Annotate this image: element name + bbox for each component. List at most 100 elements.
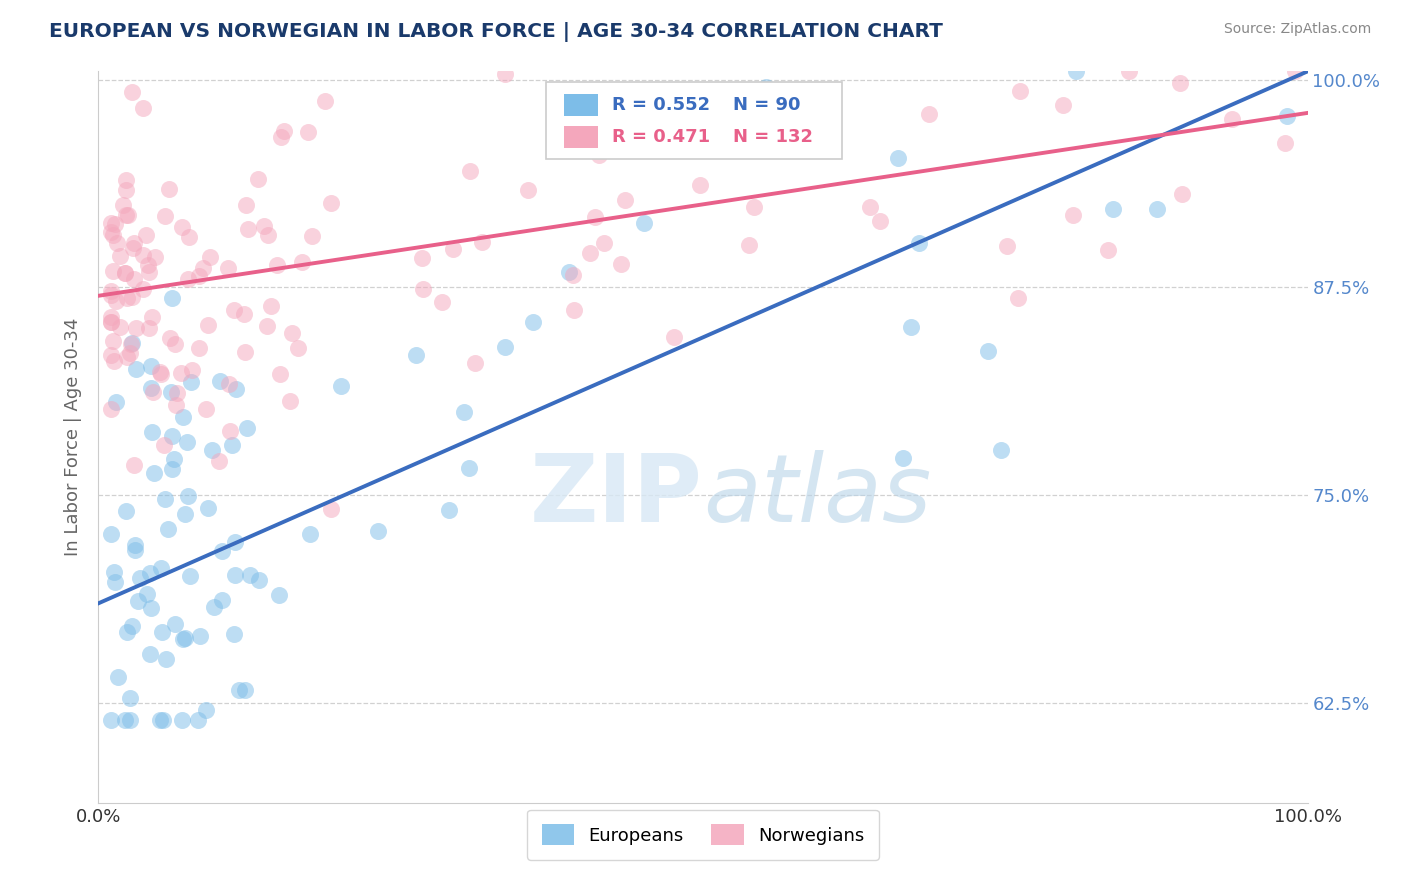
Point: [115, 351, 138, 365]
Point: [744, 201, 766, 215]
Point: [159, 330, 181, 344]
Point: [121, 618, 143, 632]
Point: [120, 337, 142, 351]
Point: [166, 386, 188, 401]
Point: [494, 67, 516, 81]
Point: [235, 198, 257, 212]
FancyBboxPatch shape: [546, 82, 842, 159]
Point: [211, 544, 233, 558]
Point: [148, 366, 170, 380]
Point: [494, 340, 516, 354]
Point: [907, 236, 929, 251]
Point: [115, 291, 138, 305]
Point: [179, 568, 201, 582]
Point: [157, 182, 180, 196]
Point: [114, 267, 136, 281]
Point: [149, 560, 172, 574]
Point: [103, 566, 125, 580]
Point: [411, 252, 433, 266]
Point: [266, 258, 288, 272]
Point: [269, 368, 291, 382]
Legend: Europeans, Norwegians: Europeans, Norwegians: [527, 810, 879, 860]
Point: [301, 229, 323, 244]
Point: [170, 220, 193, 235]
Point: [664, 330, 686, 344]
Point: [579, 245, 602, 260]
Point: [114, 266, 136, 280]
Point: [100, 402, 122, 417]
Point: [100, 315, 122, 329]
Point: [187, 341, 209, 355]
Point: [124, 321, 146, 335]
Point: [124, 538, 146, 552]
Point: [238, 221, 260, 235]
Text: N = 132: N = 132: [734, 128, 813, 146]
Point: [280, 326, 302, 340]
Point: [149, 713, 172, 727]
Point: [100, 348, 122, 362]
Point: [194, 401, 217, 416]
Point: [173, 631, 195, 645]
Point: [405, 348, 427, 362]
Point: [143, 250, 166, 264]
Point: [170, 713, 193, 727]
Point: [174, 507, 197, 521]
Point: [516, 183, 538, 197]
Point: [104, 395, 127, 409]
Point: [163, 452, 186, 467]
Text: EUROPEAN VS NORWEGIAN IN LABOR FORCE | AGE 30-34 CORRELATION CHART: EUROPEAN VS NORWEGIAN IN LABOR FORCE | A…: [49, 22, 943, 42]
Point: [169, 366, 191, 380]
Point: [139, 600, 162, 615]
Point: [160, 384, 183, 399]
Point: [105, 294, 128, 309]
Point: [111, 197, 134, 211]
Point: [453, 405, 475, 419]
Point: [143, 466, 166, 480]
Point: [114, 713, 136, 727]
Point: [152, 713, 174, 727]
Point: [141, 425, 163, 439]
Point: [239, 568, 262, 582]
Point: [1168, 76, 1191, 90]
Point: [224, 535, 246, 549]
Point: [132, 101, 155, 115]
Point: [458, 164, 481, 178]
Point: [233, 344, 256, 359]
Point: [100, 284, 122, 298]
Point: [990, 442, 1012, 457]
Point: [246, 172, 269, 186]
Point: [180, 375, 202, 389]
Point: [180, 363, 202, 377]
Point: [211, 593, 233, 607]
Point: [221, 438, 243, 452]
Point: [217, 261, 239, 276]
FancyBboxPatch shape: [564, 94, 598, 116]
Text: R = 0.552: R = 0.552: [613, 96, 710, 114]
Point: [1102, 202, 1125, 216]
Point: [1220, 112, 1243, 127]
Point: [150, 624, 173, 639]
Point: [218, 377, 240, 392]
Point: [977, 344, 1000, 359]
Point: [124, 543, 146, 558]
Point: [115, 504, 138, 518]
Point: [267, 589, 290, 603]
Point: [135, 227, 157, 242]
Point: [1052, 98, 1074, 112]
Point: [124, 235, 146, 250]
Point: [118, 713, 141, 727]
Point: [995, 239, 1018, 253]
Point: [236, 421, 259, 435]
Point: [100, 310, 122, 324]
Point: [887, 151, 910, 165]
Point: [412, 282, 434, 296]
Point: [139, 566, 162, 581]
Point: [314, 94, 336, 108]
Point: [633, 216, 655, 230]
Point: [121, 289, 143, 303]
Point: [132, 282, 155, 296]
Point: [188, 269, 211, 284]
Point: [115, 625, 138, 640]
Point: [191, 261, 214, 276]
Point: [100, 216, 122, 230]
